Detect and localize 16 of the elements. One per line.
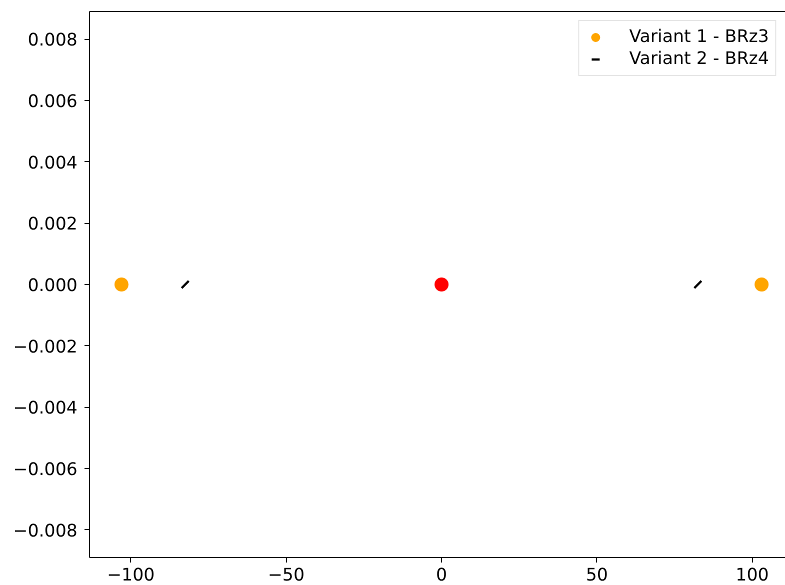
y-tick-label: 0.000	[28, 276, 78, 296]
x-tick-label: 0	[436, 566, 448, 585]
y-tick-label: −0.008	[13, 521, 78, 542]
x-tick-label: 100	[736, 566, 769, 585]
x-tick-label: −100	[106, 566, 155, 585]
y-tick-label: 0.002	[28, 214, 78, 235]
y-tick-label: −0.006	[13, 460, 78, 480]
legend-label: Variant 1 - BRz3	[629, 27, 769, 47]
x-tick-label: −50	[268, 566, 305, 585]
x-tick-label: 50	[586, 566, 608, 585]
y-tick-label: −0.004	[13, 398, 78, 419]
y-tick-label: −0.002	[13, 337, 78, 358]
y-tick-label: 0.008	[28, 30, 78, 51]
legend-label: Variant 2 - BRz4	[629, 49, 769, 69]
y-tick-label: 0.004	[28, 153, 78, 174]
y-tick-label: 0.006	[28, 92, 78, 112]
